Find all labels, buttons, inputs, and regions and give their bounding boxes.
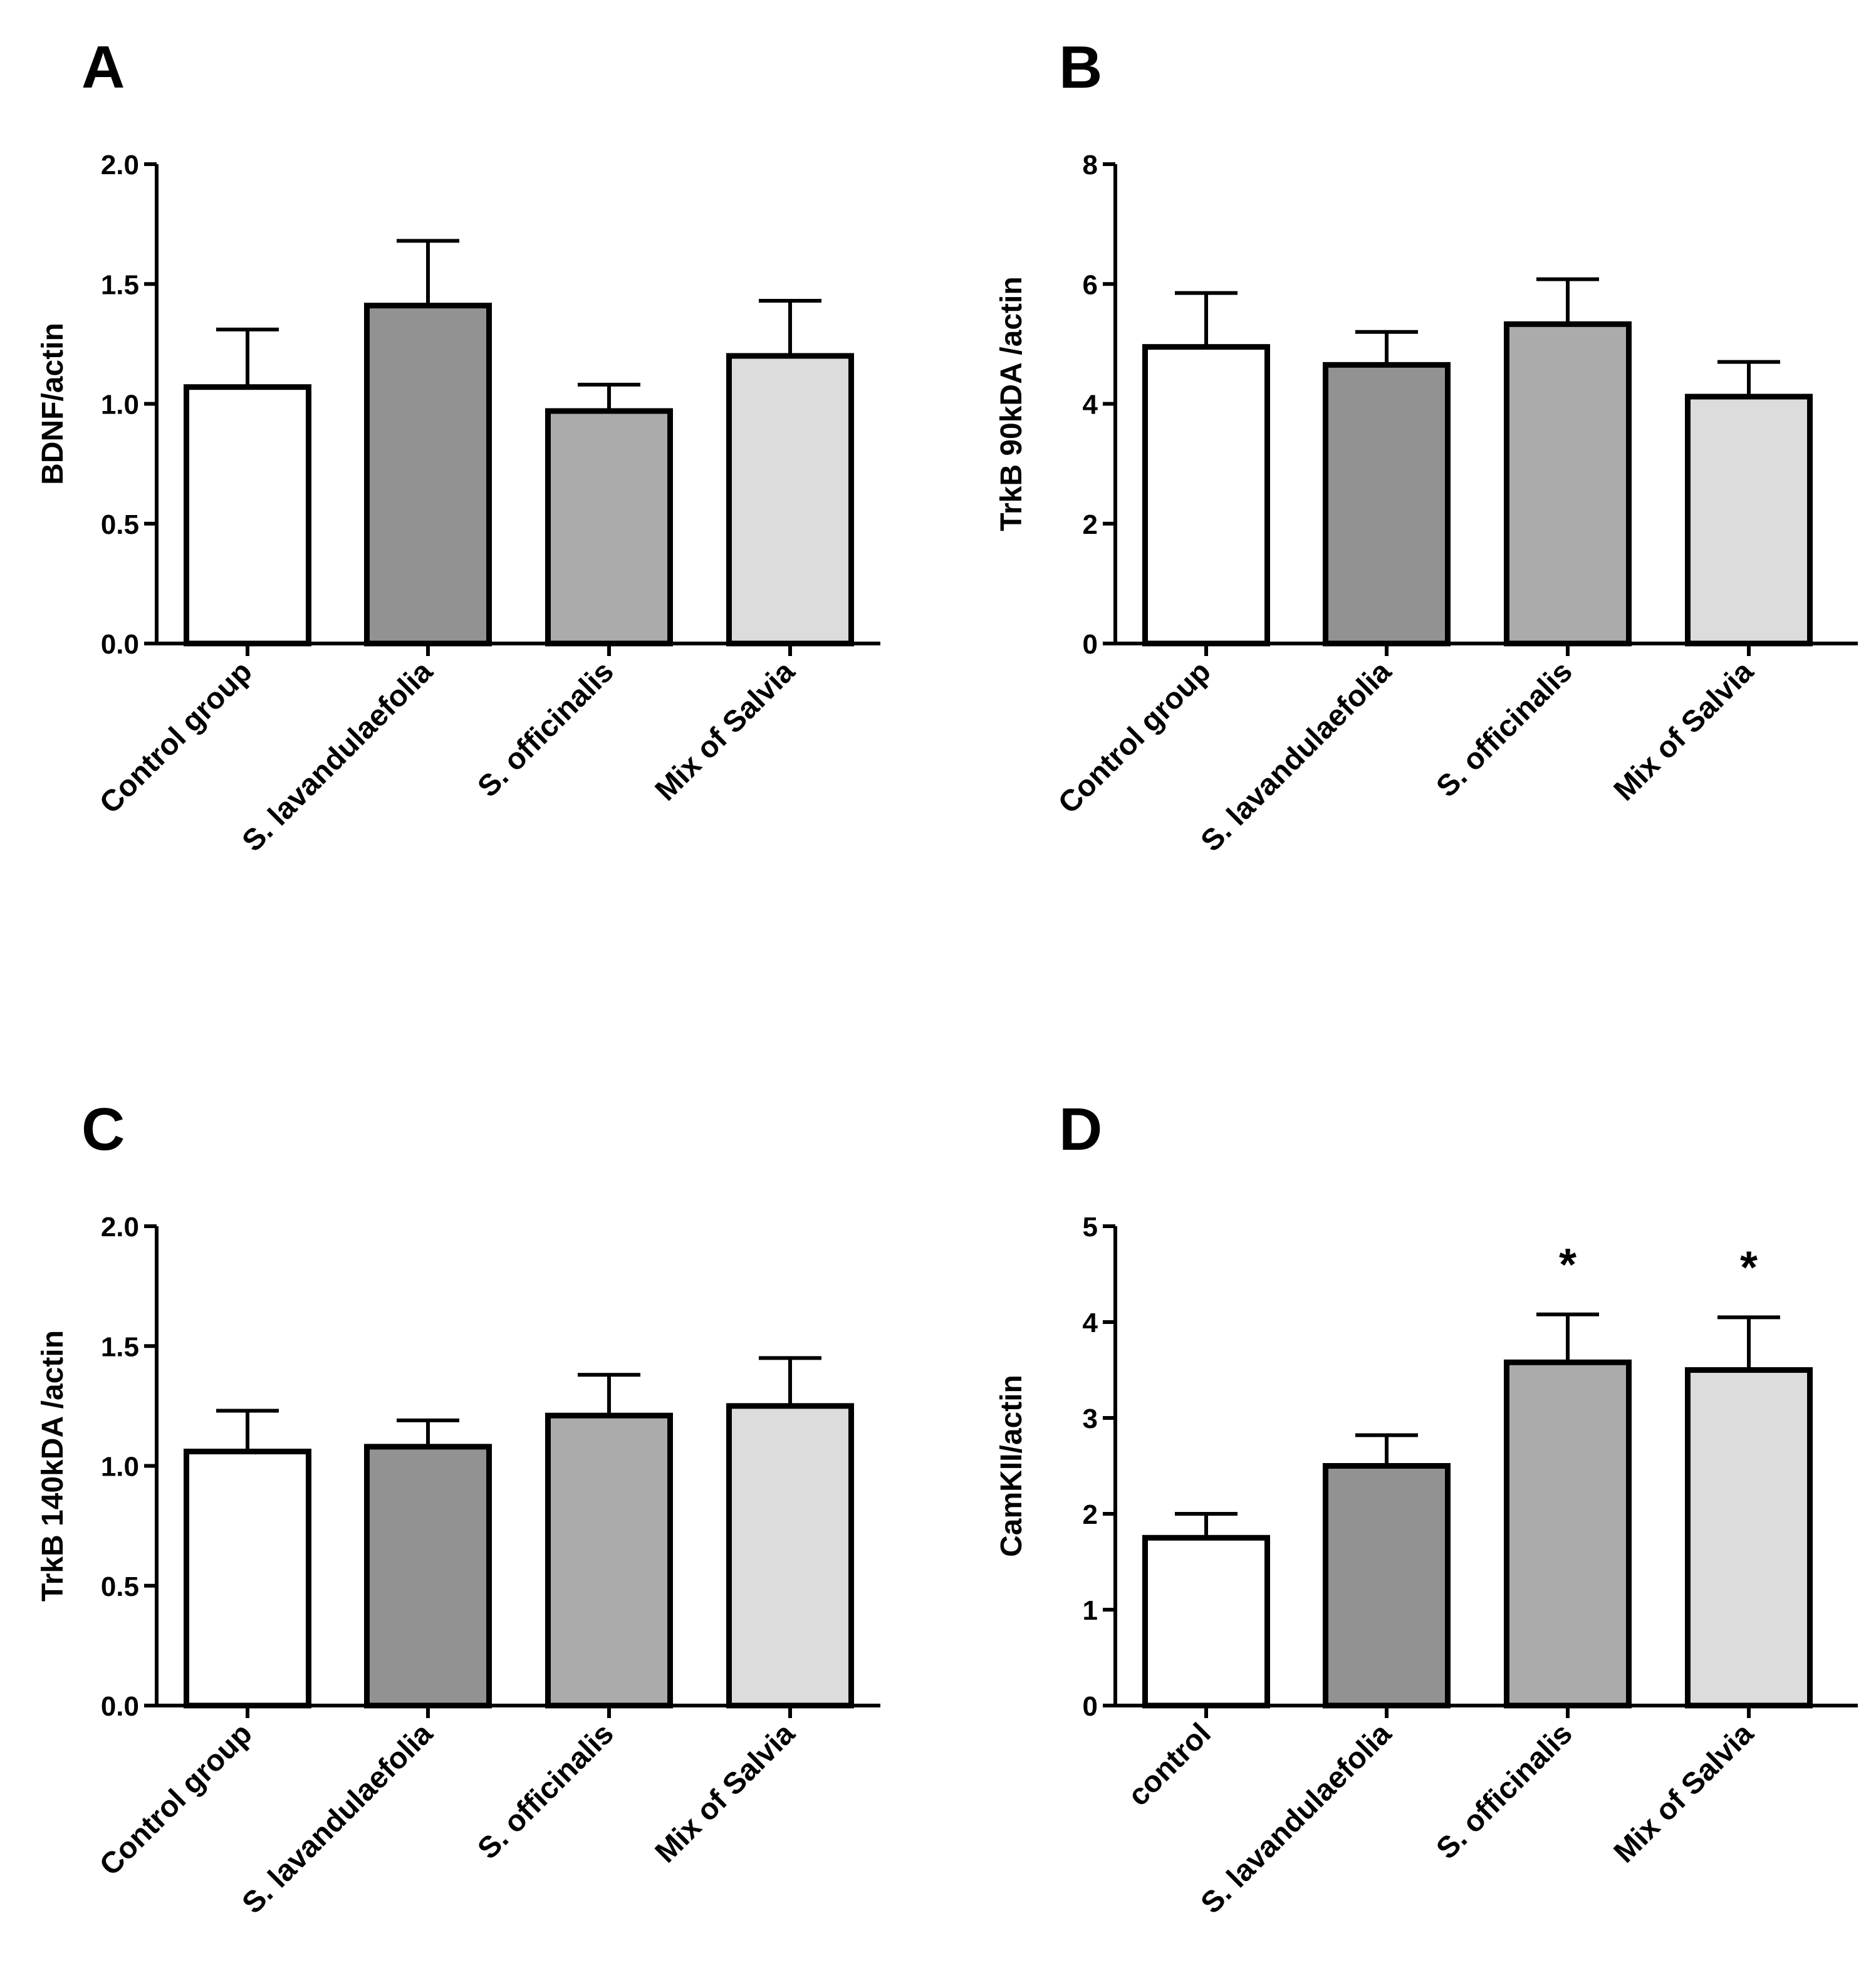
bar — [1685, 1367, 1813, 1709]
category-label: S. officinalis — [471, 1717, 620, 1865]
category-label: S. lavandulaefolia — [1195, 655, 1398, 858]
y-tick-label: 2 — [1083, 1499, 1098, 1530]
bar — [1685, 393, 1813, 647]
bar — [1504, 321, 1632, 647]
bar — [1504, 1359, 1632, 1709]
y-tick-label: 0.5 — [101, 1571, 139, 1602]
category-label: control — [1122, 1717, 1217, 1812]
panel-letter: D — [1059, 1096, 1102, 1163]
panel-letter: A — [81, 34, 125, 101]
bar — [545, 1412, 673, 1709]
panel-letter: B — [1059, 34, 1102, 101]
bar — [364, 303, 492, 647]
bar — [1142, 1534, 1270, 1709]
y-axis-title: TrkB 90kDA /actin — [995, 276, 1028, 531]
y-tick-label: 2.0 — [101, 1212, 139, 1243]
y-tick-label: 1.5 — [101, 1331, 139, 1362]
category-label: Mix of Salvia — [1608, 655, 1760, 807]
bar — [726, 353, 854, 647]
category-label: Mix of Salvia — [1608, 1717, 1760, 1869]
category-label: S. lavandulaefolia — [236, 655, 439, 858]
panel-letter: C — [81, 1096, 125, 1163]
category-label: S. officinalis — [1430, 655, 1578, 803]
bar — [184, 1449, 311, 1709]
y-tick-label: 5 — [1083, 1212, 1098, 1243]
y-axis-title: CamKII/actin — [995, 1375, 1028, 1557]
y-axis-title: BDNF/actin — [36, 323, 70, 485]
category-label: Control group — [1052, 655, 1217, 820]
y-tick-label: 0 — [1083, 1691, 1098, 1722]
category-label: Mix of Salvia — [649, 655, 801, 807]
bar — [1323, 1463, 1451, 1709]
bar — [726, 1403, 854, 1709]
y-tick-label: 4 — [1083, 390, 1098, 420]
y-axis-title: TrkB 140kDA /actin — [36, 1330, 70, 1602]
category-label: Mix of Salvia — [649, 1717, 801, 1869]
category-label: S. lavandulaefolia — [236, 1717, 439, 1920]
y-tick-label: 0.5 — [101, 509, 139, 540]
y-tick-label: 1.5 — [101, 269, 139, 300]
bar — [364, 1444, 492, 1709]
category-label: S. officinalis — [471, 655, 620, 803]
y-tick-label: 1.0 — [101, 1452, 139, 1482]
y-tick-label: 0.0 — [101, 629, 139, 660]
y-tick-label: 6 — [1083, 269, 1098, 300]
panel-c: C 0.0 0.5 1.0 1.5 2.0 TrkB 140kDA /actin Contro… — [36, 1096, 880, 1920]
y-tick-label: 0 — [1083, 629, 1098, 660]
category-label: Control group — [93, 655, 259, 820]
bar — [1142, 344, 1270, 647]
bar — [184, 384, 311, 647]
bar — [1323, 362, 1451, 647]
significance-marker: * — [1740, 1243, 1758, 1293]
y-tick-label: 1 — [1083, 1595, 1098, 1626]
y-tick-label: 1.0 — [101, 390, 139, 420]
significance-marker: * — [1559, 1240, 1576, 1290]
bar — [545, 408, 673, 647]
y-tick-label: 0.0 — [101, 1691, 139, 1722]
y-tick-label: 3 — [1083, 1404, 1098, 1434]
category-label: Control group — [93, 1717, 259, 1882]
y-tick-label: 2.0 — [101, 150, 139, 180]
category-label: S. lavandulaefolia — [1195, 1717, 1398, 1920]
category-label: S. officinalis — [1430, 1717, 1578, 1865]
y-tick-label: 8 — [1083, 150, 1098, 180]
y-tick-label: 4 — [1083, 1308, 1098, 1338]
y-tick-label: 2 — [1083, 509, 1098, 540]
